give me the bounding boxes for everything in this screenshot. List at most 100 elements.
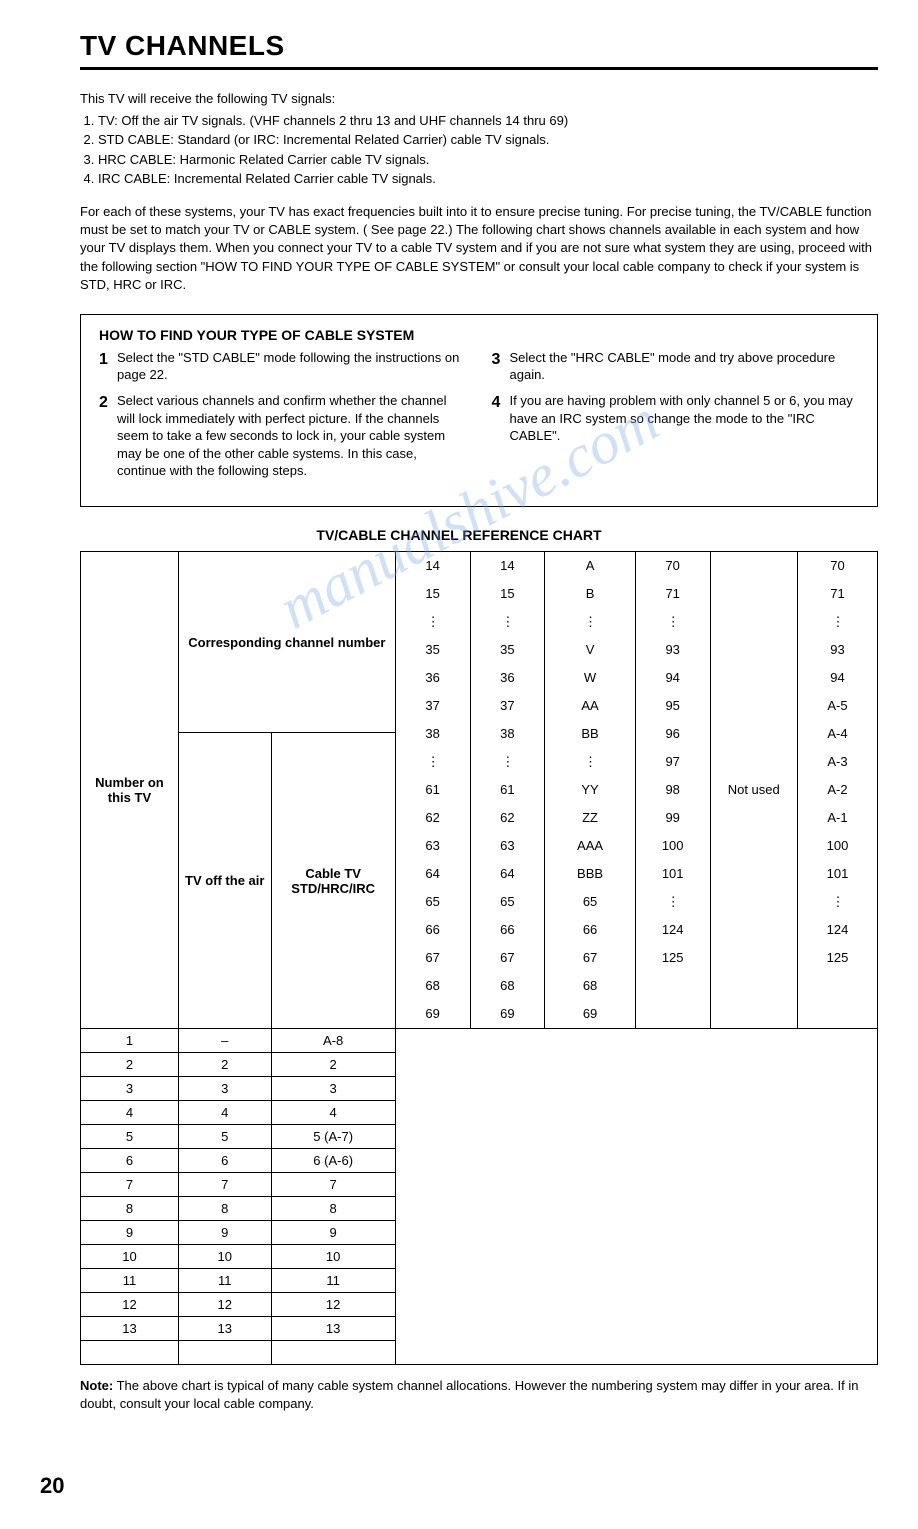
table-cell: 65 xyxy=(545,888,635,916)
table-cell: ⋮ xyxy=(396,608,470,636)
table-cell: 15 xyxy=(396,580,470,608)
table-cell: 65 xyxy=(396,888,470,916)
table-cell: 5 xyxy=(178,1124,271,1148)
table-cell: 13 xyxy=(81,1316,179,1340)
table-cell: A-8 xyxy=(271,1028,395,1052)
table-cell: 8 xyxy=(271,1196,395,1220)
table-cell: 95 xyxy=(636,692,710,720)
table-cell: 97 xyxy=(636,748,710,776)
intro-item: IRC CABLE: Incremental Related Carrier c… xyxy=(98,170,878,188)
table-cell: 61 xyxy=(396,776,470,804)
table-cell: 64 xyxy=(396,860,470,888)
step-number: 3 xyxy=(492,349,510,384)
table-cell: 12 xyxy=(178,1292,271,1316)
table-cell: A-2 xyxy=(798,776,877,804)
intro-lead: This TV will receive the following TV si… xyxy=(80,90,878,108)
table-cell: 14 xyxy=(471,552,545,580)
table-cell: AA xyxy=(545,692,635,720)
table-cell: 14 xyxy=(396,552,470,580)
table-cell: 69 xyxy=(471,1000,545,1028)
table-cell: 94 xyxy=(636,664,710,692)
page-number: 20 xyxy=(40,1473,878,1499)
table-cell: BB xyxy=(545,720,635,748)
table-cell: A-1 xyxy=(798,804,877,832)
table-cell: 71 xyxy=(798,580,877,608)
table-cell: 36 xyxy=(471,664,545,692)
table-cell: 7 xyxy=(178,1172,271,1196)
hdr-number: Number on this TV xyxy=(81,551,179,1028)
table-cell: 11 xyxy=(81,1268,179,1292)
table-cell: 70 xyxy=(636,552,710,580)
table-cell: 100 xyxy=(636,832,710,860)
table-cell: 35 xyxy=(471,636,545,664)
table-cell: 65 xyxy=(471,888,545,916)
table-cell: W xyxy=(545,664,635,692)
intro-item: TV: Off the air TV signals. (VHF channel… xyxy=(98,112,878,130)
table-cell: 11 xyxy=(178,1268,271,1292)
table-cell: 69 xyxy=(396,1000,470,1028)
table-cell: 10 xyxy=(81,1244,179,1268)
table-cell: BBB xyxy=(545,860,635,888)
table-cell: 4 xyxy=(178,1100,271,1124)
hdr-tvoff: TV off the air xyxy=(178,733,271,1028)
step-number: 2 xyxy=(99,392,117,480)
table-cell: 4 xyxy=(81,1100,179,1124)
table-cell: 3 xyxy=(178,1076,271,1100)
table-cell: 61 xyxy=(471,776,545,804)
intro-item: STD CABLE: Standard (or IRC: Incremental… xyxy=(98,131,878,149)
steps-left: 1Select the "STD CABLE" mode following t… xyxy=(99,349,467,488)
table-cell: 63 xyxy=(471,832,545,860)
table-cell: A-4 xyxy=(798,720,877,748)
table-cell: 101 xyxy=(636,860,710,888)
table-cell: 1 xyxy=(81,1028,179,1052)
reference-chart: Number on this TV Corresponding channel … xyxy=(80,551,878,1365)
table-cell: A-3 xyxy=(798,748,877,776)
table-cell: ⋮ xyxy=(545,608,635,636)
steps-right: 3Select the "HRC CABLE" mode and try abo… xyxy=(492,349,860,488)
table-cell: 4 xyxy=(271,1100,395,1124)
table-cell: 9 xyxy=(81,1220,179,1244)
table-cell: 13 xyxy=(178,1316,271,1340)
table-cell: 37 xyxy=(396,692,470,720)
table-cell: 66 xyxy=(396,916,470,944)
chart-title: TV/CABLE CHANNEL REFERENCE CHART xyxy=(40,527,878,543)
table-cell: 124 xyxy=(798,916,877,944)
step-text: Select various channels and confirm whet… xyxy=(117,392,467,480)
table-cell: 62 xyxy=(471,804,545,832)
table-cell: 125 xyxy=(798,944,877,972)
table-cell: 12 xyxy=(271,1292,395,1316)
table-cell: 6 xyxy=(81,1148,179,1172)
table-cell: 67 xyxy=(471,944,545,972)
page-title: TV CHANNELS xyxy=(80,30,878,62)
table-cell: V xyxy=(545,636,635,664)
step-text: If you are having problem with only chan… xyxy=(510,392,860,445)
table-cell: 38 xyxy=(396,720,470,748)
table-cell: 100 xyxy=(798,832,877,860)
title-rule xyxy=(80,67,878,70)
table-cell: 10 xyxy=(178,1244,271,1268)
table-cell: 93 xyxy=(798,636,877,664)
table-cell: 71 xyxy=(636,580,710,608)
table-cell: 96 xyxy=(636,720,710,748)
table-cell: 15 xyxy=(471,580,545,608)
table-cell: 6 (A-6) xyxy=(271,1148,395,1172)
note-label: Note: xyxy=(80,1378,113,1393)
table-cell: 66 xyxy=(545,916,635,944)
table-cell: 5 (A-7) xyxy=(271,1124,395,1148)
table-cell: 101 xyxy=(798,860,877,888)
table-cell: 9 xyxy=(271,1220,395,1244)
table-cell: ⋮ xyxy=(471,748,545,776)
step-text: Select the "HRC CABLE" mode and try abov… xyxy=(510,349,860,384)
table-cell: ⋮ xyxy=(545,748,635,776)
table-cell: 8 xyxy=(178,1196,271,1220)
table-cell: 13 xyxy=(271,1316,395,1340)
table-cell: 8 xyxy=(81,1196,179,1220)
table-cell: ⋮ xyxy=(798,608,877,636)
table-cell: 70 xyxy=(798,552,877,580)
table-cell: 68 xyxy=(471,972,545,1000)
step-text: Select the "STD CABLE" mode following th… xyxy=(117,349,467,384)
step-number: 4 xyxy=(492,392,510,445)
table-cell: 12 xyxy=(81,1292,179,1316)
table-cell: 3 xyxy=(81,1076,179,1100)
hdr-corresponding: Corresponding channel number xyxy=(178,551,395,733)
